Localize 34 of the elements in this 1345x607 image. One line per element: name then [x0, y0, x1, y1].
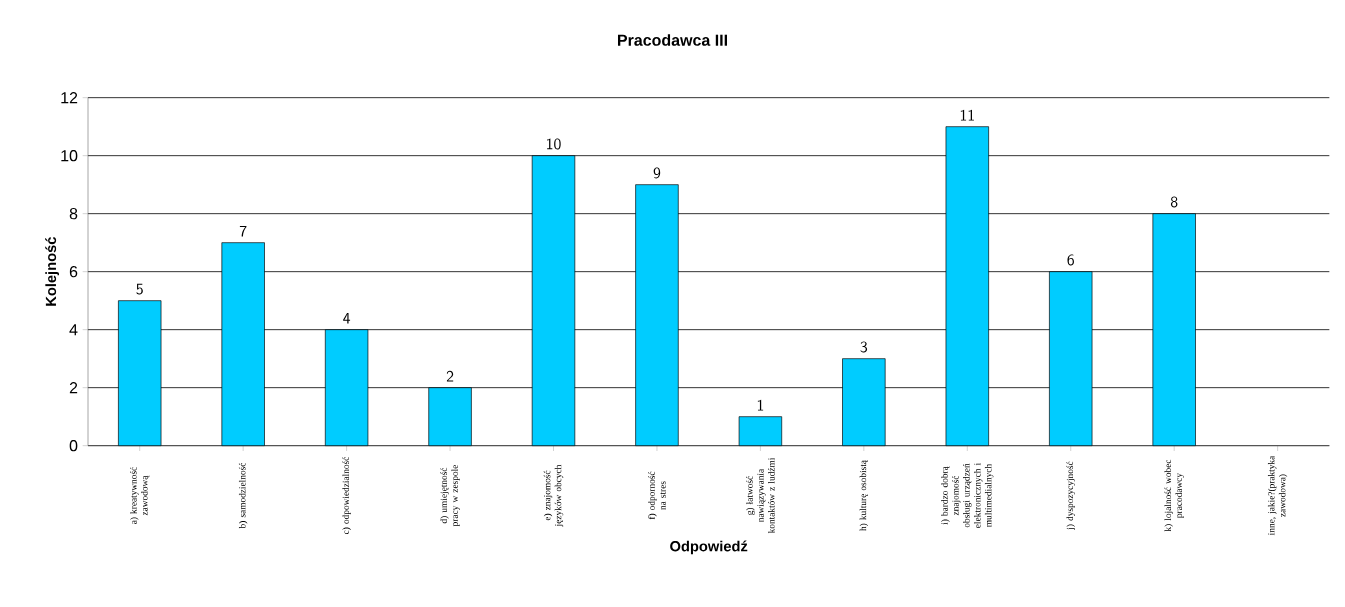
y-tick-label: 0 — [69, 440, 78, 452]
data-label: 7 — [239, 225, 247, 237]
x-tick-label: d) umiejętność pracy w zespole — [440, 465, 460, 527]
x-tick-label: e) znajomość języków obcych — [543, 464, 564, 527]
y-tick-label: 4 — [69, 324, 78, 336]
data-label: 9 — [653, 167, 661, 179]
data-label: 1 — [757, 399, 764, 411]
x-tick-label: k) lojalność wobec pracodawcy — [1164, 459, 1184, 532]
data-label: 4 — [343, 313, 351, 324]
bar — [738, 416, 783, 447]
data-label: 10 — [547, 138, 561, 150]
y-tick-label: 10 — [61, 150, 78, 162]
x-tick-label: f) odporność na stres — [648, 471, 666, 520]
x-tick-label: c) odpowiedzialność — [342, 456, 351, 535]
y-tick-label: 6 — [69, 266, 78, 278]
y-tick-label: 8 — [69, 208, 78, 220]
x-tick-label: h) kulturę osobistą — [859, 459, 869, 531]
y-tick-label: 12 — [61, 92, 78, 104]
data-label: 6 — [1067, 254, 1074, 266]
x-tick-label: a) kreatywność zawodową — [130, 467, 150, 524]
data-label: 8 — [1170, 196, 1178, 208]
x-tick-label: b) samodzielność — [238, 462, 248, 529]
data-label: 11 — [960, 109, 974, 121]
chart-title: Pracodawca III — [617, 34, 727, 46]
data-label: 3 — [860, 341, 868, 353]
y-axis-title: Kolejność — [45, 237, 59, 306]
data-label: 2 — [446, 370, 454, 382]
x-tick-label: j) dyspozycyjność — [1066, 461, 1075, 531]
x-axis-title: Odpowiedź — [670, 540, 748, 555]
data-label: 5 — [136, 283, 143, 295]
x-tick-label: inne, jakie?(praktyka zawodowa) — [1267, 455, 1288, 536]
x-tick-label: i) bardzo dobrą znajomość obsługi urządzeń elektronicznych i multimedialnych — [941, 463, 994, 528]
x-tick-label: g) łatwość nawiązywania kontaktów z ludźmi — [746, 457, 775, 534]
y-tick-label: 2 — [69, 382, 78, 394]
